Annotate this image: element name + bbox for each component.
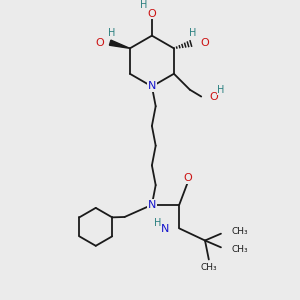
Text: CH₃: CH₃ [200,263,217,272]
Text: H: H [189,28,197,38]
Text: H: H [108,28,116,38]
Text: O: O [148,9,156,19]
Text: H: H [217,85,224,95]
Text: O: O [200,38,209,48]
Text: CH₃: CH₃ [232,245,248,254]
Text: H: H [154,218,161,228]
Text: N: N [148,82,156,92]
Polygon shape [110,40,130,48]
Text: H: H [140,0,147,10]
Text: O: O [210,92,218,101]
Text: N: N [161,224,170,234]
Text: O: O [95,38,104,48]
Text: O: O [183,173,192,183]
Text: CH₃: CH₃ [232,227,248,236]
Text: N: N [148,200,156,210]
